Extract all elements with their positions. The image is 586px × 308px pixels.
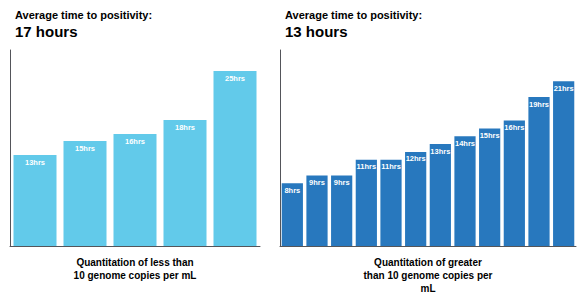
svg-text:10 genome copies per mL: 10 genome copies per mL xyxy=(74,270,197,281)
svg-text:18hrs: 18hrs xyxy=(175,123,195,132)
svg-text:12hrs: 12hrs xyxy=(406,154,426,163)
svg-text:Average time to positivity:: Average time to positivity: xyxy=(285,9,422,21)
svg-text:15hrs: 15hrs xyxy=(75,144,95,153)
svg-text:Quantitation of greater: Quantitation of greater xyxy=(374,257,482,268)
svg-text:8hrs: 8hrs xyxy=(284,186,300,195)
svg-text:Quantitation of less than: Quantitation of less than xyxy=(76,257,193,268)
svg-text:13 hours: 13 hours xyxy=(285,23,348,40)
svg-text:13hrs: 13hrs xyxy=(430,147,450,156)
svg-text:11hrs: 11hrs xyxy=(357,162,377,171)
svg-text:Average time to positivity:: Average time to positivity: xyxy=(15,9,152,21)
svg-text:9hrs: 9hrs xyxy=(309,178,325,187)
svg-text:11hrs: 11hrs xyxy=(381,162,401,171)
svg-text:mL: mL xyxy=(421,283,436,294)
svg-text:16hrs: 16hrs xyxy=(504,123,524,132)
svg-text:21hrs: 21hrs xyxy=(554,84,574,93)
svg-text:17 hours: 17 hours xyxy=(15,23,78,40)
svg-text:than 10 genome copies per: than 10 genome copies per xyxy=(364,270,493,281)
svg-text:19hrs: 19hrs xyxy=(529,100,549,109)
svg-text:16hrs: 16hrs xyxy=(125,137,145,146)
svg-text:9hrs: 9hrs xyxy=(334,178,350,187)
svg-text:25hrs: 25hrs xyxy=(225,74,245,83)
svg-text:15hrs: 15hrs xyxy=(480,131,500,140)
svg-text:14hrs: 14hrs xyxy=(455,139,475,148)
svg-text:13hrs: 13hrs xyxy=(25,158,45,167)
